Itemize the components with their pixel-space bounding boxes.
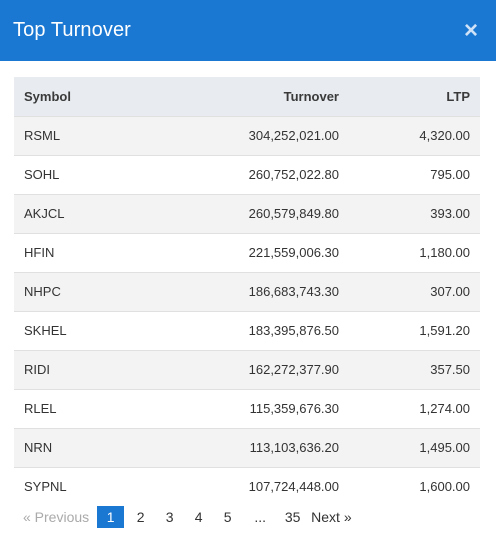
column-header-symbol[interactable]: Symbol xyxy=(24,88,71,104)
pagination-page-last[interactable]: 35 xyxy=(284,509,301,525)
pagination-page-4[interactable]: 4 xyxy=(194,509,203,525)
table-header-row: Symbol Turnover LTP xyxy=(14,77,480,116)
cell-ltp: 307.00 xyxy=(430,284,470,299)
table-row[interactable]: SOHL 260,752,022.80 795.00 xyxy=(14,155,480,194)
table-row[interactable]: RLEL 115,359,676.30 1,274.00 xyxy=(14,389,480,428)
cell-turnover: 260,752,022.80 xyxy=(248,167,339,182)
cell-turnover: 107,724,448.00 xyxy=(248,479,339,495)
cell-turnover: 221,559,006.30 xyxy=(248,245,339,260)
cell-symbol: RLEL xyxy=(24,401,57,416)
cell-ltp: 357.50 xyxy=(430,362,470,377)
cell-turnover: 162,272,377.90 xyxy=(248,362,339,377)
pagination-page-5[interactable]: 5 xyxy=(223,509,232,525)
cell-ltp: 393.00 xyxy=(430,206,470,221)
cell-ltp: 1,600.00 xyxy=(419,479,470,495)
cell-symbol: HFIN xyxy=(24,245,55,260)
table-row[interactable]: HFIN 221,559,006.30 1,180.00 xyxy=(14,233,480,272)
cell-turnover: 186,683,743.30 xyxy=(248,284,339,299)
cell-symbol: SOHL xyxy=(24,167,60,182)
table-row[interactable]: RSML 304,252,021.00 4,320.00 xyxy=(14,116,480,155)
cell-turnover: 115,359,676.30 xyxy=(249,401,339,416)
table-row[interactable]: SKHEL 183,395,876.50 1,591.20 xyxy=(14,311,480,350)
cell-turnover: 304,252,021.00 xyxy=(248,128,339,143)
pagination-next[interactable]: Next » xyxy=(311,509,352,525)
table-row[interactable]: AKJCL 260,579,849.80 393.00 xyxy=(14,194,480,233)
column-header-ltp[interactable]: LTP xyxy=(446,88,470,104)
cell-symbol: RIDI xyxy=(24,362,50,377)
cell-symbol: NRN xyxy=(24,440,53,455)
cell-ltp: 4,320.00 xyxy=(419,128,470,143)
table-row[interactable]: NRN 113,103,636.20 1,495.00 xyxy=(14,428,480,467)
turnover-table-container: Symbol Turnover LTP RSML 304,252,021.00 4,… xyxy=(14,77,480,506)
pagination-page-1[interactable]: 1 xyxy=(97,506,125,528)
cell-symbol: RSML xyxy=(24,128,61,143)
column-header-turnover[interactable]: Turnover xyxy=(283,88,339,104)
pagination-page-3[interactable]: 3 xyxy=(165,509,174,525)
table-row[interactable]: RIDI 162,272,377.90 357.50 xyxy=(14,350,480,389)
cell-ltp: 795.00 xyxy=(430,167,470,182)
pagination-ellipsis: ... xyxy=(254,509,266,525)
pagination-previous[interactable]: « Previous xyxy=(23,509,90,525)
cell-ltp: 1,180.00 xyxy=(419,245,470,260)
pagination-page-2[interactable]: 2 xyxy=(136,509,145,525)
cell-symbol: SKHEL xyxy=(24,323,67,338)
cell-turnover: 260,579,849.80 xyxy=(248,206,339,221)
cell-symbol: AKJCL xyxy=(24,206,65,221)
cell-ltp: 1,274.00 xyxy=(419,401,470,416)
cell-ltp: 1,591.20 xyxy=(419,323,470,338)
turnover-table: Symbol Turnover LTP RSML 304,252,021.00 4,… xyxy=(14,77,480,506)
cell-turnover: 183,395,876.50 xyxy=(248,323,339,338)
close-icon[interactable]: × xyxy=(463,16,478,44)
cell-symbol: SYPNL xyxy=(24,479,67,495)
modal-header: Top Turnover × xyxy=(0,0,496,61)
pagination: « Previous 1 2 3 4 5 ... 35 Next » xyxy=(14,506,360,528)
cell-turnover: 113,103,636.20 xyxy=(249,440,339,455)
table-row[interactable]: NHPC 186,683,743.30 307.00 xyxy=(14,272,480,311)
table-row[interactable]: SYPNL 107,724,448.00 1,600.00 xyxy=(14,467,480,506)
modal-title: Top Turnover xyxy=(13,19,131,41)
cell-ltp: 1,495.00 xyxy=(419,440,470,455)
cell-symbol: NHPC xyxy=(24,284,61,299)
